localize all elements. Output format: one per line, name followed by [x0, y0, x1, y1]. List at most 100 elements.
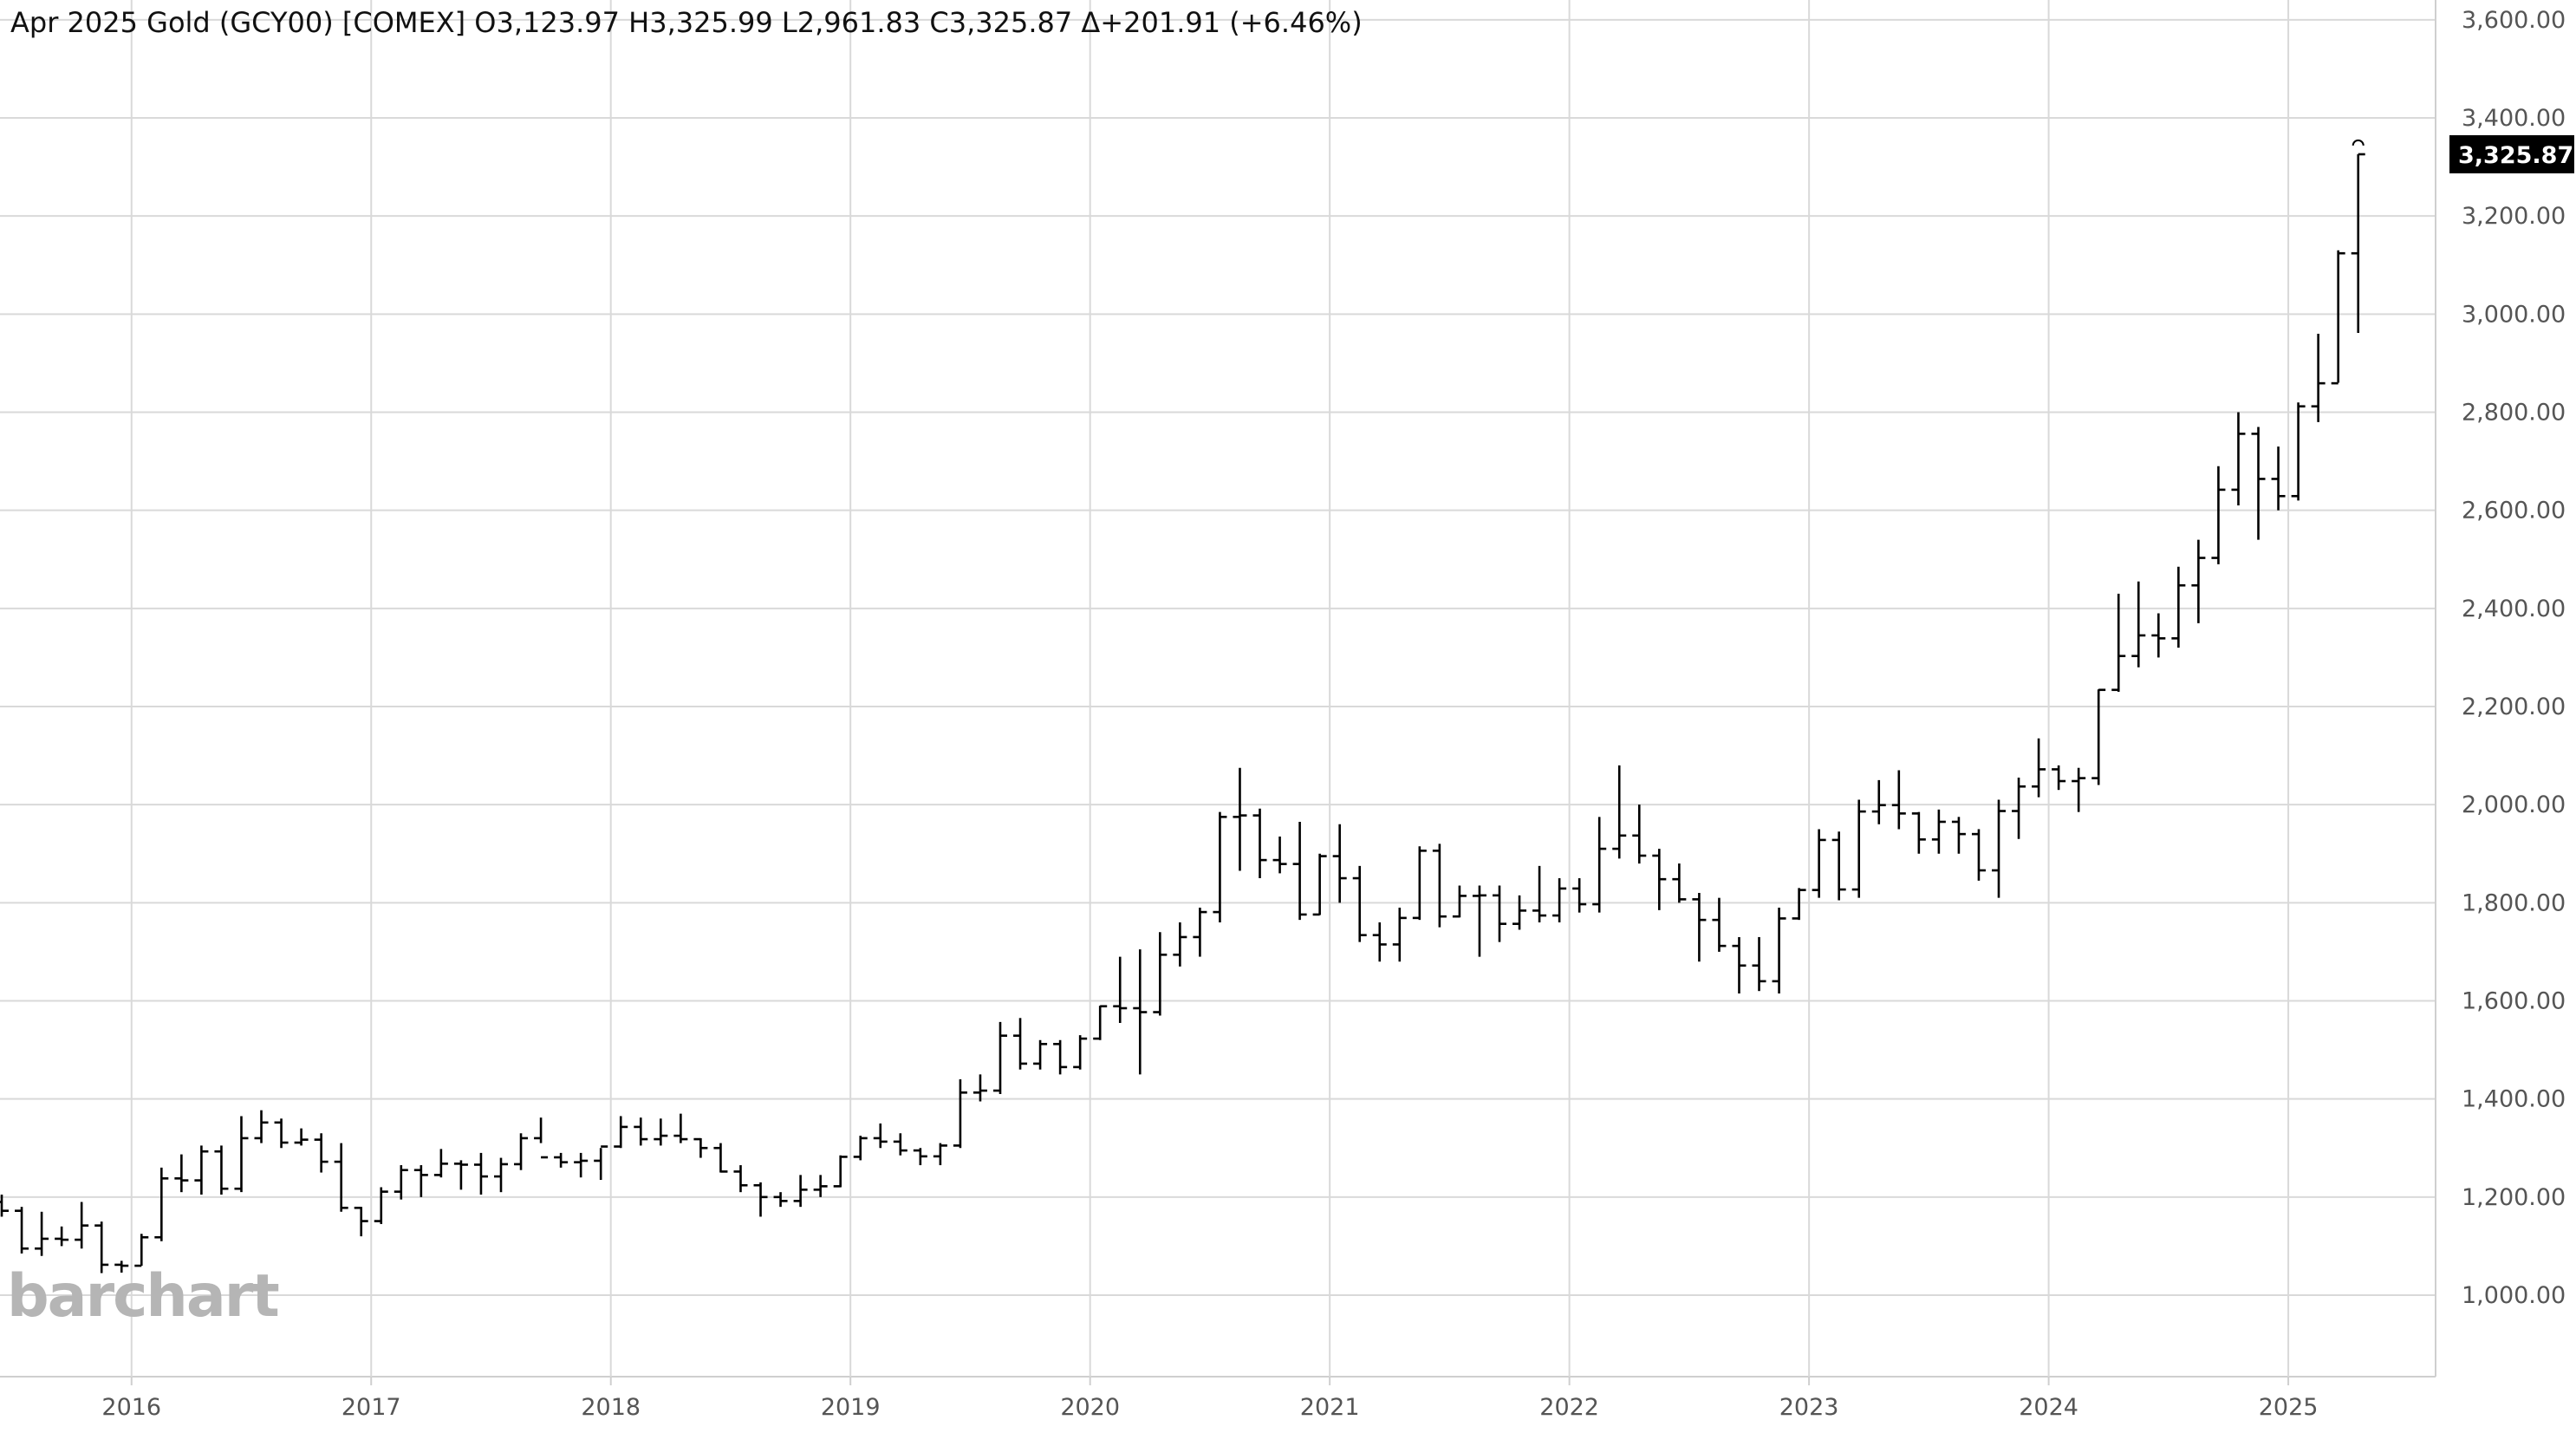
ohlc-bar — [1472, 885, 1486, 957]
ohlc-bar — [1772, 907, 1786, 994]
ohlc-bar — [134, 1234, 149, 1267]
ohlc-bar — [1532, 865, 1547, 922]
ohlc-bar — [394, 1165, 408, 1200]
ohlc-bar — [1831, 831, 1846, 901]
high-low-markers — [94, 139, 2365, 1293]
x-tick-label: 2022 — [1539, 1394, 1599, 1421]
ohlc-bar — [1752, 936, 1766, 992]
y-tick-label: 3,000.00 — [2462, 301, 2566, 328]
ohlc-bar — [15, 1207, 29, 1254]
ohlc-bar — [35, 1211, 49, 1256]
ohlc-bar — [673, 1113, 688, 1143]
ohlc-bar — [514, 1133, 529, 1170]
ohlc-bar — [973, 1074, 987, 1102]
ohlc-bar — [2271, 446, 2286, 511]
ohlc-bar — [2191, 539, 2206, 623]
ohlc-bar — [933, 1143, 947, 1166]
x-tick-label: 2024 — [2019, 1394, 2078, 1421]
ohlc-bar — [634, 1117, 648, 1146]
ohlc-bar — [614, 1116, 628, 1149]
x-tick-label: 2025 — [2259, 1394, 2319, 1421]
y-tick-label: 2,000.00 — [2462, 791, 2566, 818]
chart-header: Apr 2025 Gold (GCY00) [COMEX] O3,123.97 … — [10, 6, 1363, 39]
ohlc-bar — [94, 1221, 109, 1273]
ohlc-bar — [2251, 427, 2266, 540]
ohlc-bar — [534, 1117, 549, 1159]
ohlc-bar — [433, 1149, 448, 1178]
x-axis: 2016 2017 2018 2019 2020 2021 2022 2023 2024 2025 — [101, 1377, 2318, 1421]
y-tick-label: 1,200.00 — [2462, 1184, 2566, 1211]
ohlc-bar — [194, 1145, 209, 1195]
ohlc-bar — [1552, 878, 1567, 922]
ohlc-bar — [1452, 885, 1467, 918]
x-tick-label: 2023 — [1779, 1394, 1839, 1421]
ohlc-bar — [1073, 1035, 1088, 1070]
ohlc-bar — [1233, 767, 1247, 871]
ohlc-bar — [2072, 767, 2086, 812]
ohlc-bar — [1672, 863, 1687, 903]
ohlc-bar — [1252, 808, 1267, 879]
ohlc-bar — [1712, 897, 1727, 952]
y-tick-label: 3,400.00 — [2462, 105, 2566, 132]
ohlc-bar — [2131, 581, 2146, 668]
ohlc-bar — [1931, 809, 1946, 854]
ohlc-bar — [953, 1079, 967, 1149]
grid-lines — [0, 0, 2436, 1378]
x-tick-label: 2020 — [1060, 1394, 1120, 1421]
ohlc-bar — [114, 1260, 129, 1273]
ohlc-bar — [733, 1165, 748, 1193]
ohlc-bar — [75, 1202, 89, 1249]
last-price-badge: 3,325.87 — [2449, 134, 2574, 173]
ohlc-bar — [853, 1136, 868, 1161]
ohlc-bar — [1951, 817, 1966, 854]
ohlc-bar — [1792, 888, 1806, 921]
ohlc-bar — [693, 1137, 708, 1158]
y-tick-label: 2,600.00 — [2462, 498, 2566, 524]
ohlc-bar — [354, 1206, 368, 1237]
ohlc-bar — [2211, 466, 2226, 564]
ohlc-bar — [1871, 779, 1886, 824]
y-tick-label: 3,200.00 — [2462, 203, 2566, 230]
ohlc-bar — [913, 1148, 927, 1166]
ohlc-bar — [1113, 956, 1128, 1023]
ohlc-bar — [993, 1021, 1007, 1095]
ohlc-bar — [813, 1175, 828, 1197]
ohlc-bar — [1153, 932, 1168, 1016]
ohlc-bar — [1592, 817, 1607, 913]
ohlc-bar — [314, 1133, 329, 1173]
y-tick-label: 1,800.00 — [2462, 889, 2566, 916]
low-marker — [94, 1285, 110, 1293]
y-tick-label: 2,200.00 — [2462, 694, 2566, 720]
ohlc-bar — [1013, 1018, 1028, 1070]
ohlc-bar — [1133, 949, 1148, 1075]
ohlc-bar — [494, 1157, 508, 1193]
x-tick-label: 2016 — [101, 1394, 161, 1421]
ohlc-bar — [1093, 1005, 1108, 1040]
ohlc-bar — [334, 1143, 348, 1212]
ohlc-bar — [1632, 804, 1647, 864]
ohlc-bar — [1493, 885, 1506, 942]
ohlc-bar — [1851, 799, 1866, 898]
ohlc-bar — [2171, 566, 2186, 648]
y-tick-label: 2,400.00 — [2462, 596, 2566, 622]
ohlc-bar — [154, 1167, 169, 1241]
ohlc-bar — [654, 1118, 668, 1146]
ohlc-bar — [893, 1133, 907, 1156]
ohlc-bar — [1572, 878, 1587, 913]
ohlc-bar — [1053, 1039, 1068, 1075]
ohlc-bar — [1312, 853, 1327, 916]
ohlc-bar — [1432, 844, 1447, 928]
ohlc-bar — [554, 1152, 569, 1168]
ohlc-bar — [2331, 250, 2345, 385]
ohlc-bar — [2032, 738, 2046, 798]
ohlc-bar — [1213, 811, 1227, 922]
ohlc-bar — [453, 1160, 468, 1190]
y-tick-label: 3,600.00 — [2462, 7, 2566, 34]
ohlc-bar — [1173, 922, 1187, 967]
y-axis: 1,000.00 1,200.00 1,400.00 1,600.00 1,800.00… — [2462, 7, 2566, 1309]
ohlc-bar — [773, 1192, 788, 1208]
ohlc-bar — [2012, 778, 2026, 839]
ohlc-bar — [1352, 865, 1367, 942]
ohlc-bar — [1971, 829, 1986, 881]
x-tick-label: 2021 — [1300, 1394, 1360, 1421]
